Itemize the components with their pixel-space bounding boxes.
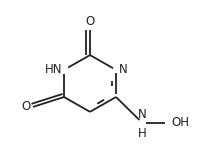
Text: OH: OH xyxy=(171,116,189,129)
Text: N: N xyxy=(118,63,127,76)
Text: HN: HN xyxy=(44,63,62,76)
Text: H: H xyxy=(138,127,146,140)
Text: O: O xyxy=(85,15,95,28)
Text: O: O xyxy=(22,100,31,113)
Text: N: N xyxy=(138,108,146,121)
